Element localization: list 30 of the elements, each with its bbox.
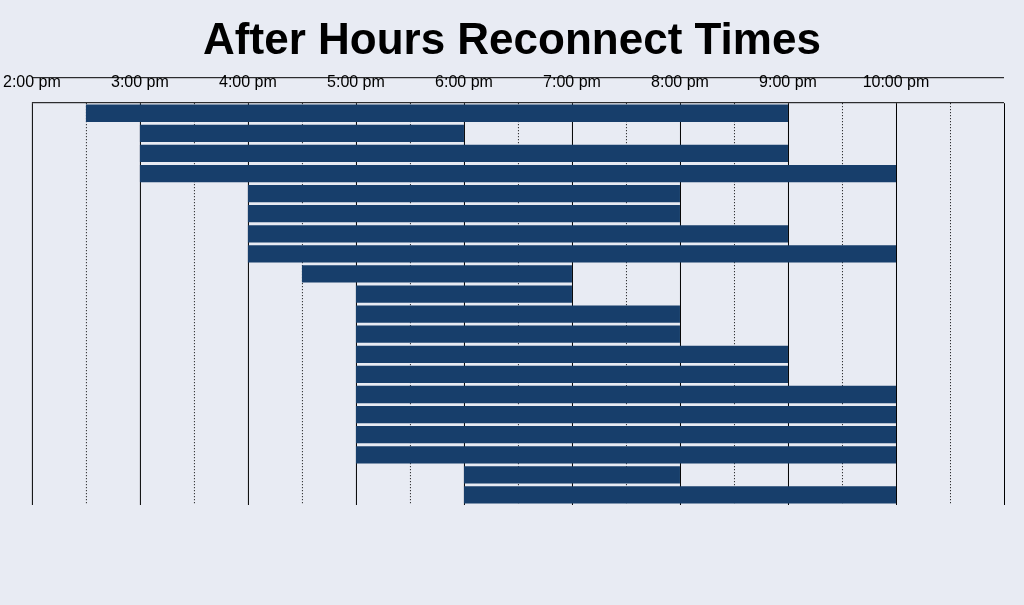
x-tick-label: 5:00 pm <box>327 73 385 91</box>
bar <box>463 486 896 504</box>
bar <box>355 446 896 464</box>
bar <box>247 225 788 243</box>
bar <box>139 144 788 163</box>
bar <box>247 184 680 203</box>
bar <box>355 426 896 444</box>
bar <box>139 164 896 183</box>
bar <box>355 345 788 363</box>
bar <box>247 245 896 263</box>
bar <box>301 265 572 283</box>
bar <box>355 365 788 384</box>
x-tick-label: 8:00 pm <box>651 73 709 91</box>
x-tick-label: 2:00 pm <box>3 73 61 91</box>
bar <box>355 385 896 404</box>
bar <box>247 205 680 223</box>
x-tick-label: 4:00 pm <box>219 73 277 91</box>
bar <box>355 405 896 424</box>
chart-title: After Hours Reconnect Times <box>202 13 822 65</box>
x-tick-label: 7:00 pm <box>543 73 601 91</box>
bar <box>355 305 680 323</box>
bar <box>463 466 680 484</box>
bar <box>139 124 464 142</box>
x-tick-label: 3:00 pm <box>111 73 169 91</box>
x-tick-label: 6:00 pm <box>435 73 493 91</box>
x-tick-label: 10:00 pm <box>862 73 930 91</box>
bar <box>355 285 572 303</box>
bar <box>355 325 680 343</box>
x-tick-label: 9:00 pm <box>759 73 817 91</box>
bar <box>85 104 788 122</box>
